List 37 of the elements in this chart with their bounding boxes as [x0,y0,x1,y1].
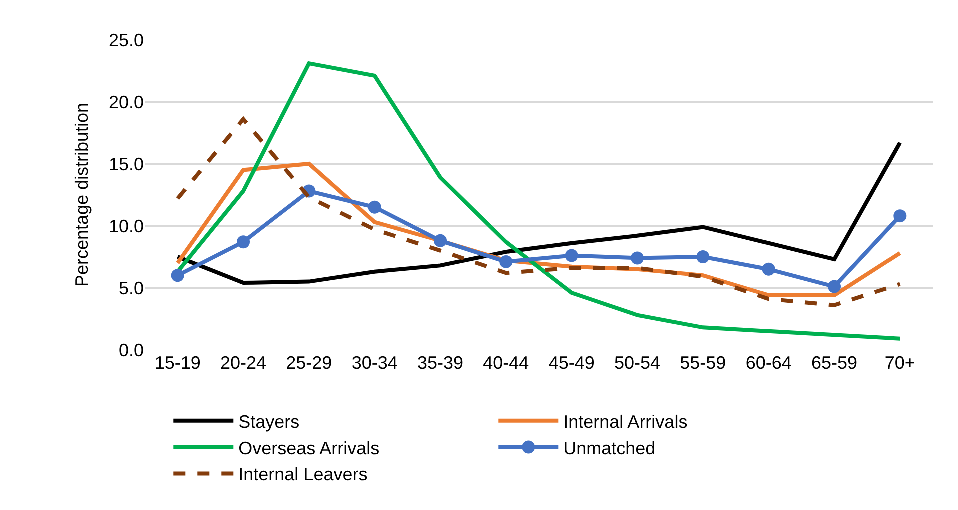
legend-label: Internal Arrivals [564,412,688,432]
x-tick-label: 60-64 [746,353,792,373]
point [762,262,776,276]
x-tick-label: 40-44 [483,353,530,373]
y-tick-label: 0.0 [118,340,144,360]
x-tick-label: 30-34 [352,353,398,373]
legend-label: Stayers [238,412,300,432]
x-tick-label: 35-39 [417,353,464,373]
x-tick-label: 15-19 [154,353,201,373]
point [894,210,907,223]
legend-label: Internal Leavers [238,464,368,485]
point [434,234,447,248]
x-tick-label: 25-29 [286,353,332,373]
x-tick-label: 45-49 [548,353,595,373]
line-series [176,140,902,286]
x-tick-label: 50-54 [614,353,661,373]
y-axis-title: Percentage distribution [72,102,92,288]
x-tick-label: 70+ [884,353,916,373]
y-tick-label: 20.0 [108,92,144,112]
point [828,280,841,294]
point [565,249,578,262]
point [500,255,513,268]
y-tick-label: 10.0 [108,216,144,236]
line-series [176,117,902,308]
y-tick-label: 15.0 [108,154,144,174]
legend-label: Overseas Arrivals [238,438,380,458]
y-tick-label: 25.0 [108,30,144,50]
point [237,236,250,249]
x-tick-label: 65-59 [811,353,858,373]
point [631,252,644,265]
point [368,200,382,214]
legend-label: Unmatched [564,438,656,458]
y-tick-label: 5.0 [118,278,144,298]
point [696,250,710,264]
x-tick-label: 20-24 [220,353,267,373]
x-tick-label: 55-59 [680,353,726,373]
point [171,269,184,282]
